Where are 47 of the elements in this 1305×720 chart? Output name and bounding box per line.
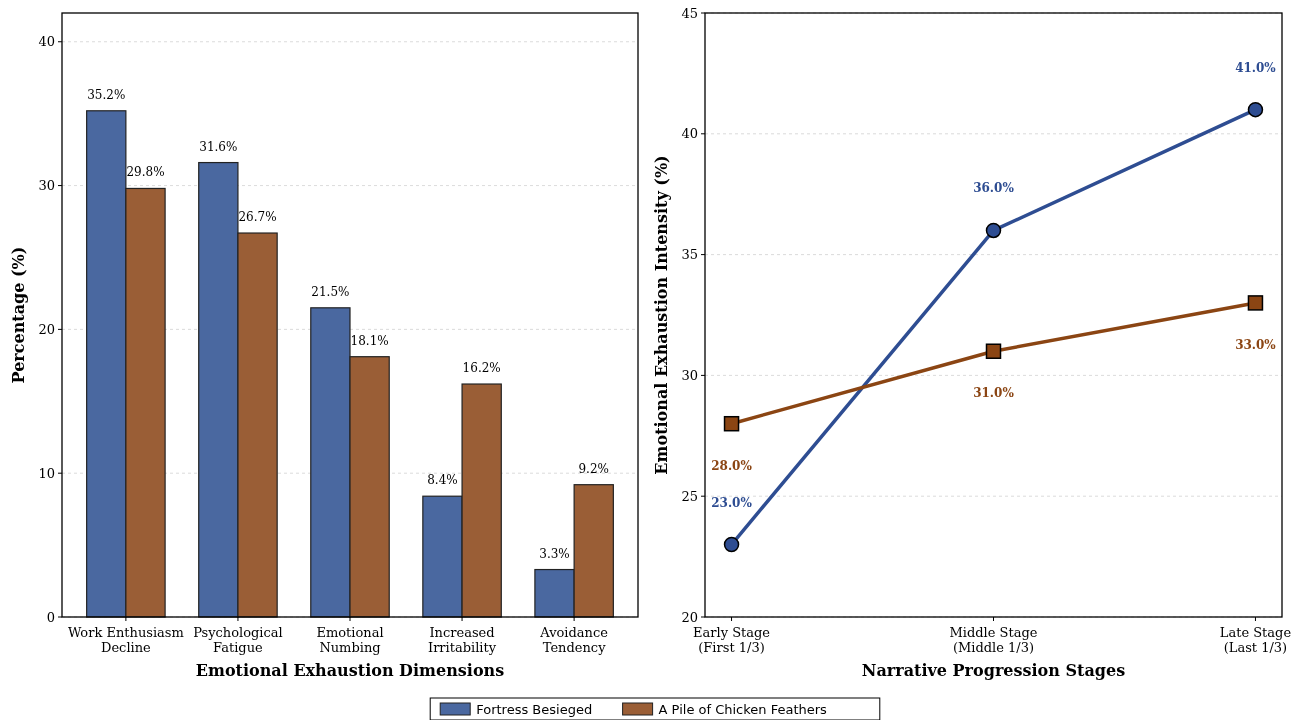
point (1247, 295, 1264, 311)
x-axis-title: Narrative Progression Stages (861, 661, 1126, 680)
point (985, 222, 1002, 239)
y-tick-label: 45 (681, 5, 698, 21)
point (723, 536, 740, 553)
data-label: 36.0% (973, 181, 1015, 196)
x-tick-label: Late Stage (Last 1/3) (1219, 625, 1292, 655)
data-label: 16.2% (462, 361, 501, 376)
data-label: 31.6% (199, 139, 238, 154)
y-tick-label: 40 (681, 126, 698, 142)
point (723, 415, 740, 432)
y-tick-label: 40 (38, 34, 55, 50)
y-tick-label: 30 (38, 178, 55, 194)
data-label: 9.2% (578, 461, 609, 476)
data-label: 26.7% (238, 210, 277, 225)
data-label: 23.0% (711, 495, 753, 510)
data-label: 18.1% (350, 333, 389, 348)
data-label: 28.0% (711, 458, 753, 473)
data-label: 41.0% (1235, 60, 1277, 75)
x-tick-label: Avoidance Tendency (539, 625, 609, 655)
y-tick-label: 20 (38, 321, 55, 337)
x-tick-label: Emotional Numbing (316, 625, 384, 655)
y-tick-label: 20 (681, 609, 698, 625)
data-label: 29.8% (126, 165, 165, 180)
x-tick-label: Early Stage (First 1/3) (693, 625, 771, 655)
data-label: 35.2% (87, 87, 126, 102)
y-tick-label: 30 (681, 367, 698, 383)
point (985, 343, 1002, 359)
x-tick-label: Work Enthusiasm Decline (67, 625, 184, 655)
legend-label: Fortress Besieged (476, 701, 593, 717)
data-label: 3.3% (539, 546, 570, 561)
y-tick-label: 0 (46, 609, 55, 625)
data-label: 21.5% (311, 284, 350, 299)
y-axis-title: Percentage (%) (9, 246, 28, 384)
data-label: 33.0% (1235, 337, 1277, 352)
x-axis-title: Emotional Exhaustion Dimensions (195, 661, 505, 680)
y-tick-label: 10 (38, 465, 55, 481)
x-tick-label: Psychological Fatigue (193, 625, 283, 655)
y-tick-label: 35 (681, 247, 698, 263)
point (1247, 101, 1264, 118)
legend-label: A Pile of Chicken Feathers (658, 701, 828, 717)
data-label: 8.4% (427, 473, 458, 488)
y-axis-title: Emotional Exhaustion Intensity (%) (652, 155, 671, 475)
data-label: 31.0% (973, 386, 1015, 401)
y-tick-label: 25 (681, 488, 698, 504)
x-tick-label: Increased Irritability (428, 625, 497, 655)
x-tick-label: Middle Stage (Middle 1/3) (949, 625, 1038, 655)
